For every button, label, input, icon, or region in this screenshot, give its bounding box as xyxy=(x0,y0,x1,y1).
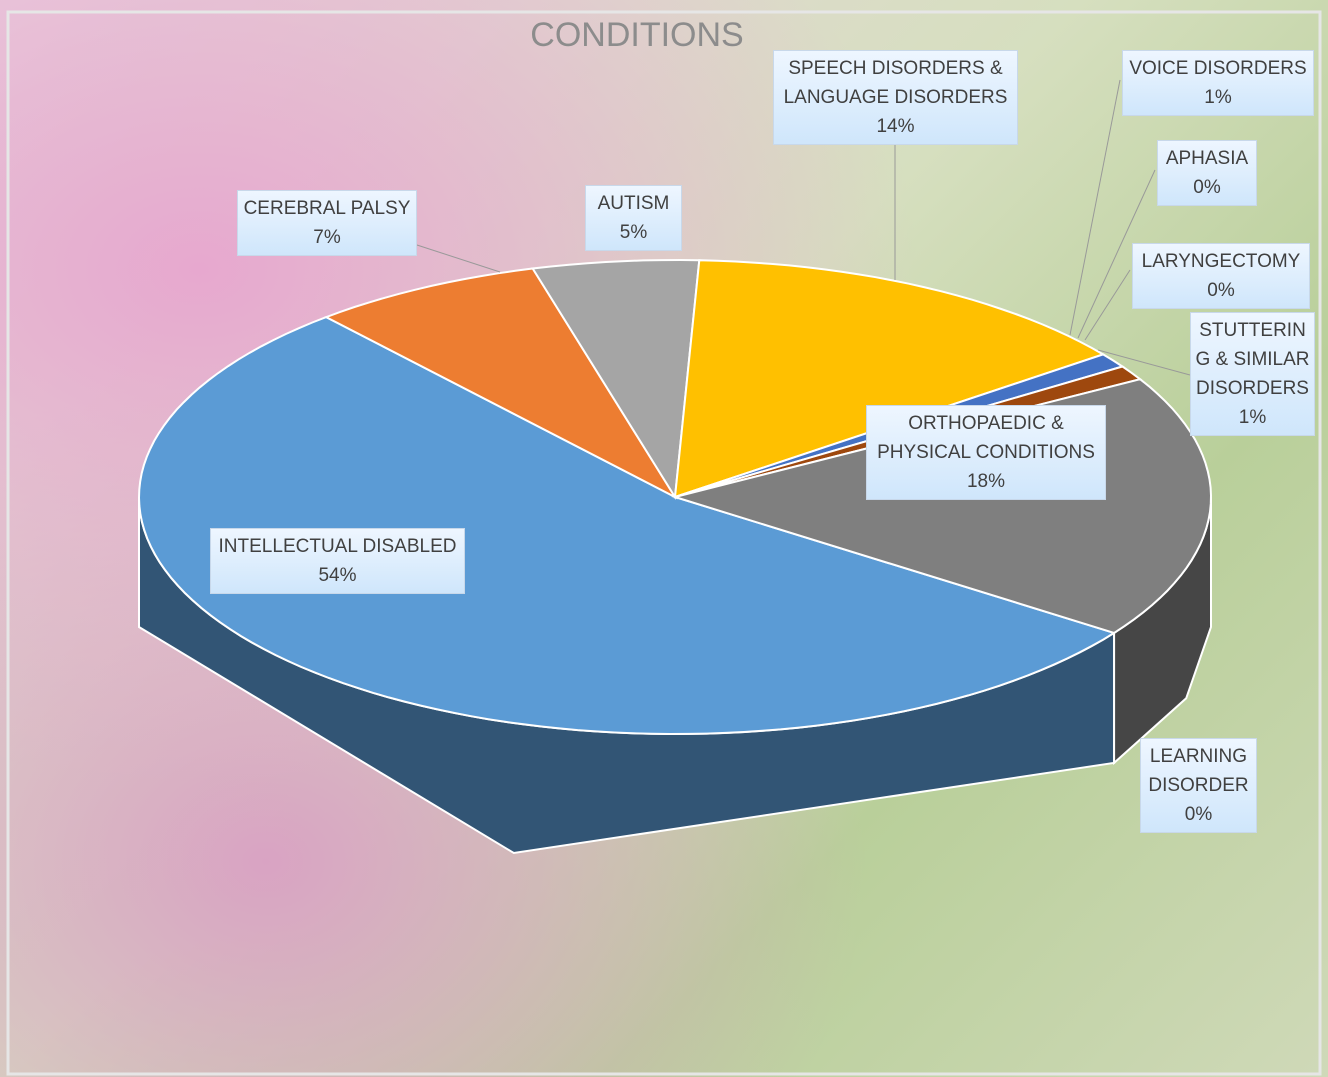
chart: CONDITIONS INTELLECTUAL DISABLED54% CEREB… xyxy=(0,0,1328,1077)
value-label: 14% xyxy=(778,112,1013,141)
value-label: 0% xyxy=(1162,173,1252,202)
pie-plot: CONDITIONS xyxy=(0,0,1328,1077)
category-label: SPEECH DISORDERS & LANGUAGE DISORDERS xyxy=(778,54,1013,112)
value-label: 1% xyxy=(1195,403,1310,432)
category-label: APHASIA xyxy=(1162,144,1252,173)
category-label: LEARNING DISORDER xyxy=(1145,742,1252,800)
value-label: 0% xyxy=(1137,276,1305,305)
leader-line xyxy=(1085,270,1130,340)
leader-line xyxy=(417,245,500,272)
value-label: 5% xyxy=(590,218,677,247)
value-label: 54% xyxy=(215,561,460,590)
category-label: ORTHOPAEDIC & PHYSICAL CONDITIONS xyxy=(871,409,1101,467)
category-label: LARYNGECTOMY xyxy=(1137,247,1305,276)
category-label: INTELLECTUAL DISABLED xyxy=(215,532,460,561)
category-label: AUTISM xyxy=(590,189,677,218)
value-label: 0% xyxy=(1145,800,1252,829)
chart-title: CONDITIONS xyxy=(530,16,743,54)
category-label: VOICE DISORDERS xyxy=(1127,54,1309,83)
value-label: 7% xyxy=(242,223,412,252)
category-label: STUTTERING & SIMILAR DISORDERS xyxy=(1195,316,1310,403)
category-label: CEREBRAL PALSY xyxy=(242,194,412,223)
value-label: 1% xyxy=(1127,83,1309,112)
value-label: 18% xyxy=(871,467,1101,496)
